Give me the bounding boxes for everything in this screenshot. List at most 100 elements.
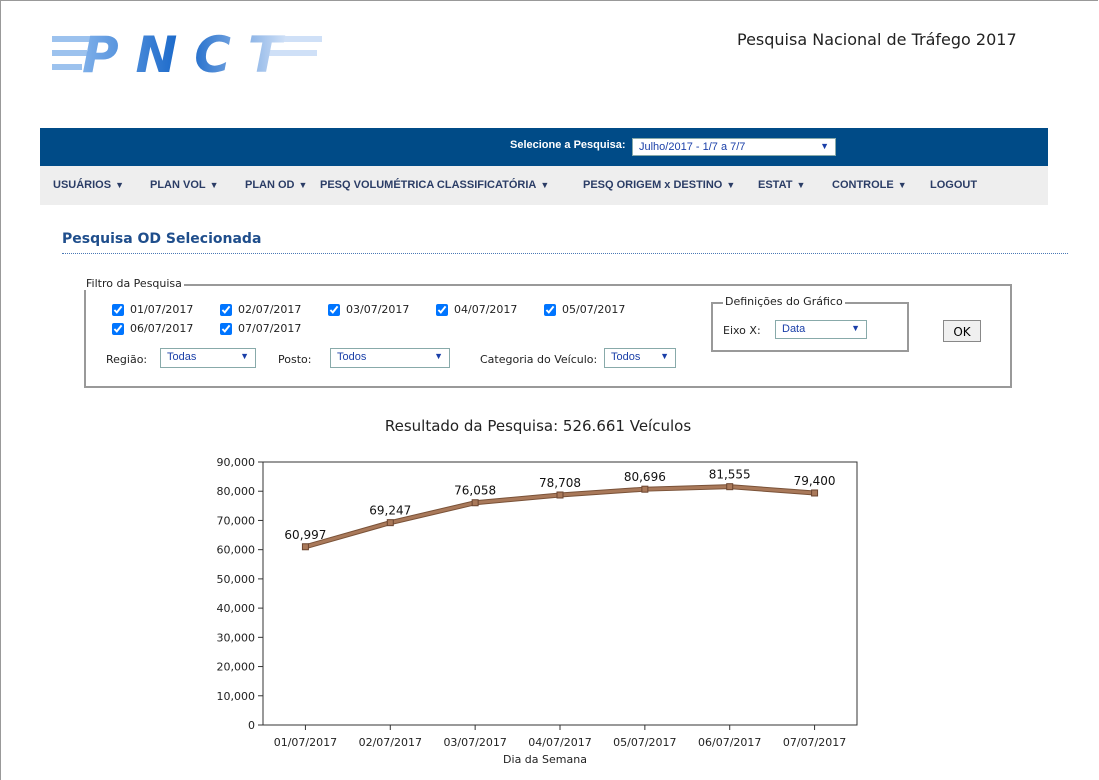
checkbox[interactable] — [220, 322, 232, 335]
dropdown-arrow: ▼ — [115, 180, 124, 190]
menu-label: USUÁRIOS — [53, 179, 112, 191]
x-tick-label: 05/07/2017 — [613, 736, 676, 749]
y-tick-label: 90,000 — [217, 456, 256, 469]
select-value: Todos — [611, 351, 641, 363]
select-value: Data — [782, 323, 806, 335]
plot-area — [262, 461, 858, 726]
point — [386, 519, 394, 527]
arrow: ▼ — [820, 141, 829, 151]
date-label: 04/07/2017 — [454, 303, 518, 316]
menu-label: CONTROLE — [832, 179, 894, 191]
select-value: Julho/2017 - 1/7 a 7/7 — [639, 141, 746, 153]
x-tick-label: 02/07/2017 — [359, 736, 422, 749]
point — [556, 491, 564, 499]
x-tick-label: 07/07/2017 — [783, 736, 846, 749]
point — [471, 499, 479, 507]
value-label: 80,696 — [624, 470, 666, 484]
section-title: Pesquisa OD Selecionada — [62, 231, 1068, 254]
y-tick-label: 70,000 — [217, 514, 256, 527]
date-label: 01/07/2017 — [130, 303, 194, 316]
date-checkbox[interactable]: 05/07/2017 — [544, 303, 625, 316]
y-tick-label: 40,000 — [217, 602, 256, 615]
menu-item[interactable]: PLAN VOL ▼ — [150, 179, 219, 191]
date-label: 05/07/2017 — [562, 303, 626, 316]
dropdown-arrow: ▼ — [298, 180, 308, 190]
date-checkbox[interactable]: 06/07/2017 — [112, 322, 193, 335]
y-tick-label: 30,000 — [217, 631, 256, 644]
ok-button[interactable]: OK — [943, 320, 981, 342]
select-value: Todos — [337, 351, 367, 363]
survey-label: Selecione a Pesquisa: — [510, 139, 626, 151]
dropdown-arrow: ▼ — [726, 180, 736, 190]
date-checkbox[interactable]: 02/07/2017 — [220, 303, 301, 316]
arrow: ▼ — [660, 351, 669, 361]
value-label: 78,708 — [539, 476, 581, 490]
checkbox[interactable] — [112, 322, 124, 335]
field-select[interactable]: Todos ▼ — [330, 348, 450, 368]
date-checkbox[interactable]: 07/07/2017 — [220, 322, 301, 335]
dropdown-arrow: ▼ — [796, 180, 806, 190]
menu-item[interactable]: LOGOUT — [930, 179, 977, 191]
survey-select[interactable]: Julho/2017 - 1/7 a 7/7 ▼ — [632, 138, 836, 156]
value-label: 79,400 — [794, 474, 836, 488]
menu-label: PESQ ORIGEM x DESTINO — [583, 179, 723, 191]
settings-legend: Definições do Gráfico — [723, 295, 845, 308]
x-tick-label: 04/07/2017 — [528, 736, 591, 749]
field-label: Região: — [106, 353, 148, 366]
date-checkbox[interactable]: 03/07/2017 — [328, 303, 409, 316]
survey-bar — [40, 128, 1048, 166]
menu-item[interactable]: ESTAT ▼ — [758, 179, 805, 191]
checkbox[interactable] — [112, 303, 124, 316]
value-label: 60,997 — [284, 528, 326, 542]
date-label: 06/07/2017 — [130, 322, 194, 335]
field-select[interactable]: Todas ▼ — [160, 348, 256, 368]
chart: Resultado da Pesquisa: 526.661 Veículos 0… — [217, 417, 858, 766]
date-checkbox[interactable]: 01/07/2017 — [112, 303, 193, 316]
value-label: 81,555 — [709, 468, 751, 482]
filter-legend: Filtro da Pesquisa — [84, 277, 184, 290]
menu-item[interactable]: PESQ VOLUMÉTRICA CLASSIFICATÓRIA ▼ — [320, 179, 549, 191]
date-checkbox[interactable]: 04/07/2017 — [436, 303, 517, 316]
menu-label: PLAN OD — [245, 179, 295, 191]
arrow: ▼ — [851, 323, 860, 333]
y-tick-label: 0 — [248, 719, 255, 732]
point — [301, 543, 309, 551]
arrow: ▼ — [240, 351, 249, 361]
arrow: ▼ — [434, 351, 443, 361]
field-select[interactable]: Todos ▼ — [604, 348, 676, 368]
menu-item[interactable]: USUÁRIOS ▼ — [53, 179, 124, 191]
menu-item[interactable]: PLAN OD ▼ — [245, 179, 307, 191]
x-tick-label: 06/07/2017 — [698, 736, 761, 749]
filter-box: Filtro da Pesquisa Definições do Gráfico… — [84, 277, 1012, 388]
menu-label: LOGOUT — [930, 179, 978, 191]
value-label: 76,058 — [454, 484, 496, 498]
menu-label: PESQ VOLUMÉTRICA CLASSIFICATÓRIA — [320, 179, 537, 191]
menu-item[interactable]: CONTROLE ▼ — [832, 179, 907, 191]
menu-label: PLAN VOL — [150, 179, 206, 191]
x-tick-label: 01/07/2017 — [274, 736, 337, 749]
dropdown-arrow: ▼ — [209, 180, 219, 190]
logo: PNCT — [52, 28, 322, 78]
axis-select[interactable]: Data ▼ — [775, 320, 867, 339]
field-label: Posto: — [278, 353, 312, 366]
checkbox[interactable] — [544, 303, 556, 316]
chart-settings: Definições do Gráfico Eixo X: Data ▼ — [711, 295, 909, 352]
dropdown-arrow: ▼ — [540, 180, 550, 190]
checkbox[interactable] — [436, 303, 448, 316]
menu-label: ESTAT — [758, 179, 793, 191]
axis-label: Eixo X: — [723, 324, 761, 337]
checkbox[interactable] — [328, 303, 340, 316]
y-tick-label: 50,000 — [217, 573, 256, 586]
checkbox[interactable] — [220, 303, 232, 316]
x-tick-label: 03/07/2017 — [443, 736, 506, 749]
select-value: Todas — [167, 351, 197, 363]
field-label: Categoria do Veículo: — [480, 353, 598, 366]
value-label: 69,247 — [369, 504, 411, 518]
dropdown-arrow: ▼ — [897, 180, 907, 190]
y-tick-label: 80,000 — [217, 485, 256, 498]
x-axis-label: Dia da Semana — [503, 753, 587, 766]
menu-item[interactable]: PESQ ORIGEM x DESTINO ▼ — [583, 179, 735, 191]
date-label: 02/07/2017 — [238, 303, 302, 316]
